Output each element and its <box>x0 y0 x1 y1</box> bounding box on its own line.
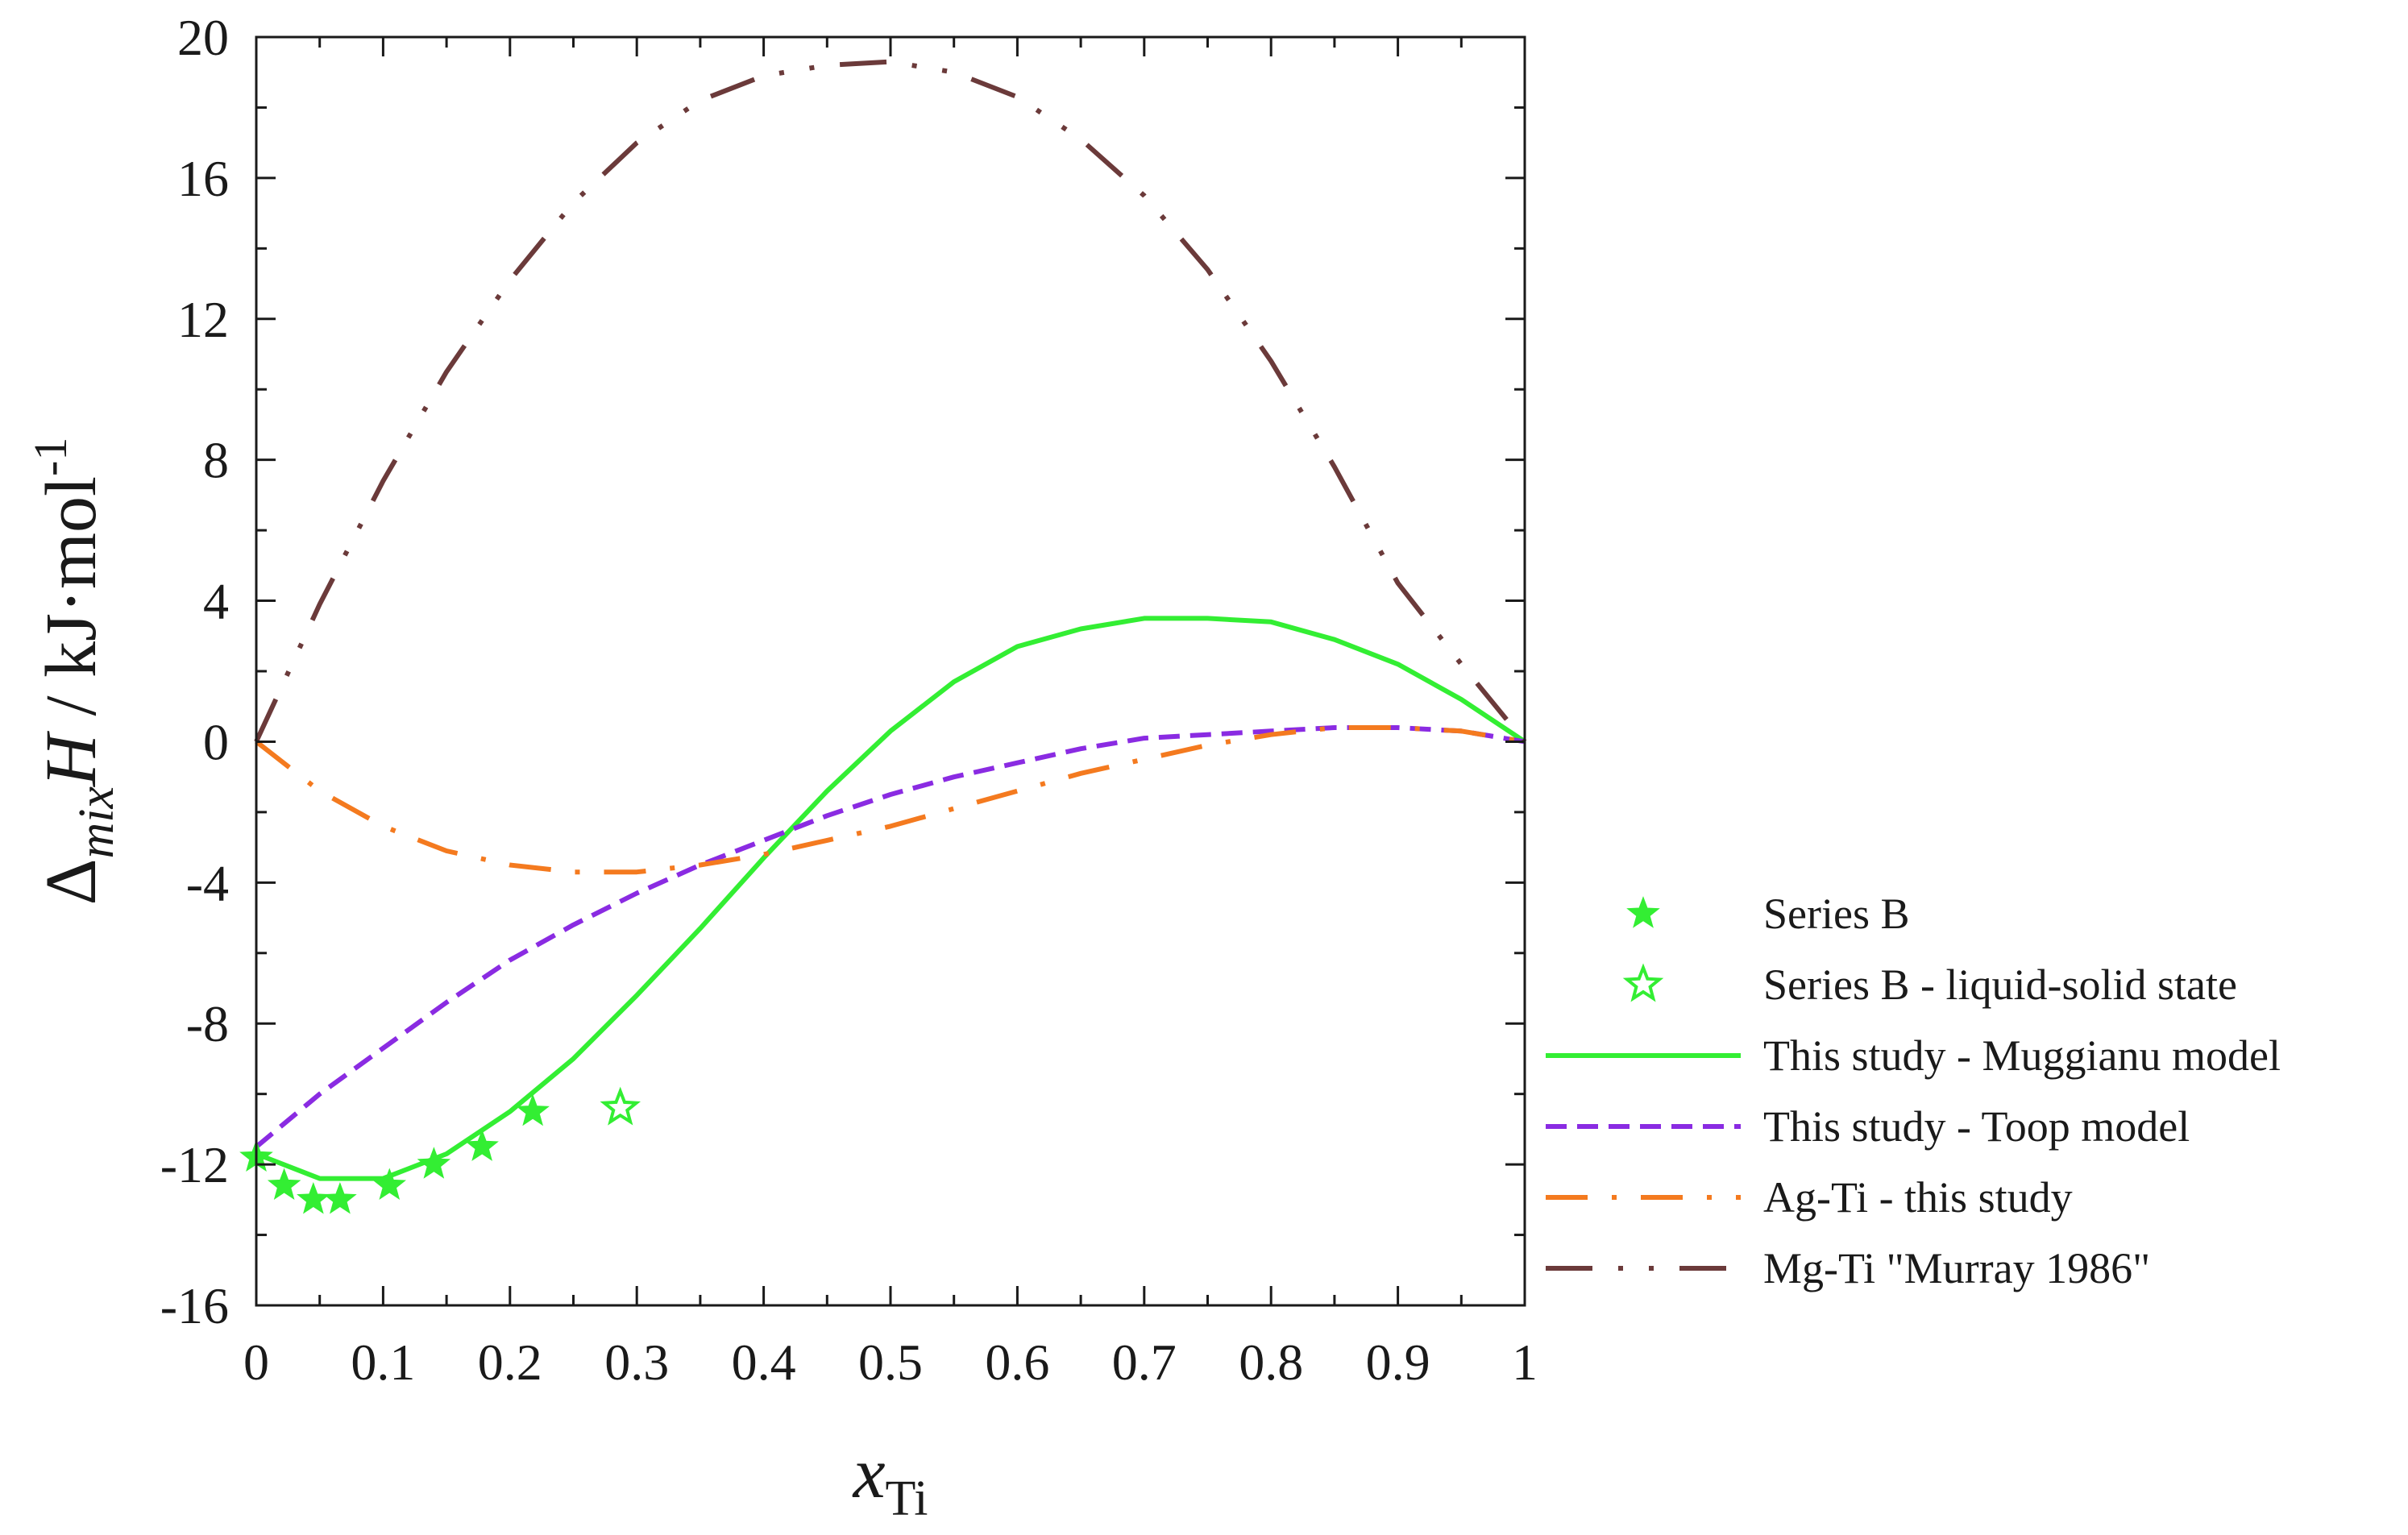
legend-label: Series B - liquid-solid state <box>1763 960 2237 1009</box>
legend-label: This study - Toop model <box>1763 1102 2190 1151</box>
legend-label: Ag-Ti - this study <box>1763 1173 2073 1222</box>
series-line <box>255 725 1526 875</box>
y-axis-title-units: / kJ·mol <box>31 476 111 734</box>
x-tick-label: 0.9 <box>1366 1334 1430 1391</box>
legend-label: Series B <box>1763 890 1910 938</box>
data-point <box>372 1168 407 1201</box>
data-point <box>600 1086 641 1126</box>
legend-marker <box>1626 896 1660 928</box>
y-tick-label: -8 <box>186 995 229 1052</box>
x-tick-label: 0.6 <box>985 1334 1049 1391</box>
data-point <box>323 1181 357 1214</box>
y-tick-label: 16 <box>177 150 229 207</box>
x-tick-label: 0.7 <box>1112 1334 1177 1391</box>
x-axis-title-variable: x <box>852 1433 886 1513</box>
series-line <box>255 616 1526 1181</box>
data-point <box>516 1093 550 1126</box>
y-axis-title-delta: Δ <box>31 858 111 905</box>
x-tick-label: 0 <box>243 1334 269 1391</box>
data-point <box>417 1147 451 1179</box>
legend-label: This study - Muggianu model <box>1763 1031 2281 1080</box>
y-axis-title-variable: H <box>31 730 111 787</box>
y-axis-title-subscript: mix <box>69 786 124 858</box>
x-tick-label: 0.4 <box>732 1334 796 1391</box>
x-tick-label: 0.3 <box>604 1334 669 1391</box>
axes: 0 0.1 0.2 0.3 0.4 0.5 0.6 0.7 0.8 0.9 1 -16 -12 -8 -4 0… <box>160 9 1538 1391</box>
y-axis-title-superscript: -1 <box>24 438 77 476</box>
y-tick-label: -12 <box>160 1136 229 1193</box>
y-axis-title: ΔmixH / kJ·mol-1 <box>24 438 124 906</box>
series-line <box>255 725 1526 1149</box>
x-tick-label: 0.5 <box>858 1334 923 1391</box>
legend-marker <box>1622 963 1664 1002</box>
x-axis-title: xTi <box>852 1433 928 1526</box>
data-point <box>267 1168 301 1201</box>
x-tick-label: 0.2 <box>478 1334 542 1391</box>
x-tick-label: 0.1 <box>351 1334 415 1391</box>
y-tick-label: 0 <box>203 713 229 770</box>
y-tick-label: -4 <box>186 854 229 911</box>
x-tick-label: 1 <box>1512 1334 1538 1391</box>
legend-label: Mg-Ti "Murray 1986" <box>1763 1244 2150 1292</box>
y-tick-label: 12 <box>177 291 229 348</box>
plot-frame <box>255 35 1526 1307</box>
legend: Series B Series B - liquid-solid state Thi… <box>1546 890 2281 1292</box>
data-point <box>465 1129 499 1161</box>
y-tick-label: -16 <box>160 1277 229 1334</box>
y-tick-label: 4 <box>203 573 229 630</box>
y-tick-label: 20 <box>177 9 229 66</box>
x-tick-label: 0.8 <box>1239 1334 1303 1391</box>
x-axis-title-subscript: Ti <box>886 1471 928 1526</box>
y-tick-label: 8 <box>203 432 229 489</box>
